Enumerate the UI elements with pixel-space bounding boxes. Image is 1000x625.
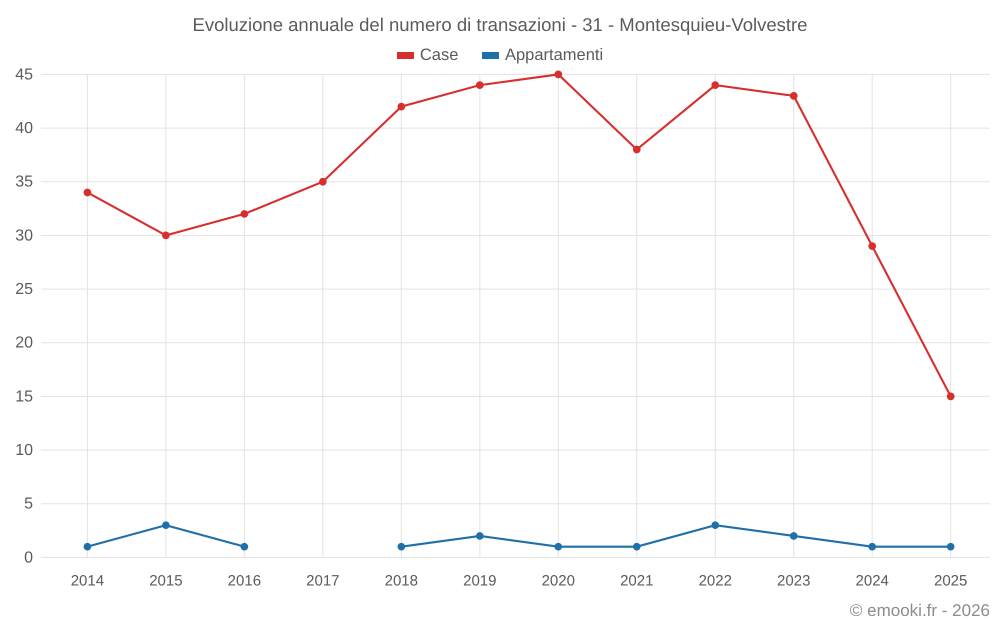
svg-text:35: 35 bbox=[15, 174, 33, 191]
svg-text:2017: 2017 bbox=[306, 572, 339, 589]
svg-text:2016: 2016 bbox=[228, 572, 261, 589]
svg-text:2019: 2019 bbox=[463, 572, 496, 589]
svg-text:15: 15 bbox=[15, 388, 33, 405]
svg-text:2025: 2025 bbox=[934, 572, 967, 589]
svg-text:2015: 2015 bbox=[149, 572, 182, 589]
svg-text:30: 30 bbox=[15, 227, 33, 244]
svg-text:2018: 2018 bbox=[385, 572, 418, 589]
svg-text:25: 25 bbox=[15, 281, 33, 298]
svg-text:40: 40 bbox=[15, 120, 33, 137]
svg-text:2020: 2020 bbox=[542, 572, 575, 589]
svg-text:10: 10 bbox=[15, 442, 33, 459]
svg-text:0: 0 bbox=[24, 549, 33, 566]
svg-text:2024: 2024 bbox=[856, 572, 889, 589]
svg-text:2021: 2021 bbox=[620, 572, 653, 589]
svg-text:20: 20 bbox=[15, 335, 33, 352]
svg-text:45: 45 bbox=[15, 66, 33, 83]
svg-text:2014: 2014 bbox=[71, 572, 104, 589]
svg-text:2023: 2023 bbox=[777, 572, 810, 589]
svg-text:2022: 2022 bbox=[699, 572, 732, 589]
svg-text:5: 5 bbox=[24, 496, 33, 513]
